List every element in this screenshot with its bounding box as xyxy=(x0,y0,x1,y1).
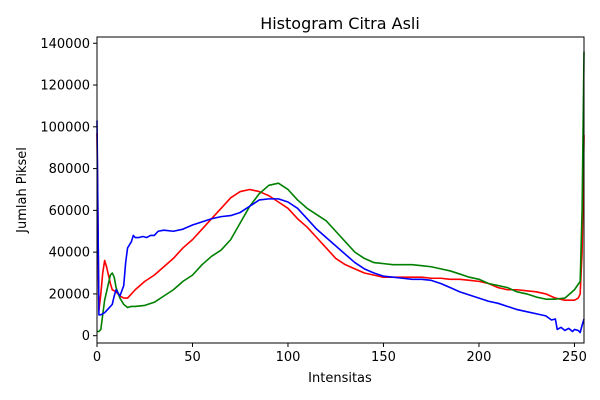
y-tick-label: 40000 xyxy=(49,246,90,261)
series-line-3 xyxy=(96,120,585,334)
x-axis-label: Intensitas xyxy=(308,371,372,386)
x-tick-label: 150 xyxy=(371,350,396,365)
plot-background xyxy=(97,37,584,343)
y-tick-label: 0 xyxy=(82,329,90,344)
y-tick-label: 80000 xyxy=(49,162,90,177)
y-tick-label: 100000 xyxy=(40,120,90,135)
plot-frame xyxy=(96,36,585,344)
x-tick-label: 200 xyxy=(467,350,492,365)
x-tick-label: 50 xyxy=(184,350,201,365)
chart-title: Histogram Citra Asli xyxy=(260,14,420,33)
y-tick-label: 60000 xyxy=(49,204,90,219)
series-group xyxy=(96,51,585,334)
y-tick-label: 140000 xyxy=(40,37,90,52)
y-tick-label: 120000 xyxy=(40,79,90,94)
axes-group: 0 50 100 150 200 250 0 20000 40000 60000 80000 1000… xyxy=(40,36,587,365)
x-tick-label: 0 xyxy=(93,350,101,365)
x-tick-label: 250 xyxy=(562,350,587,365)
y-axis-label: Jumlah Piksel xyxy=(15,147,30,234)
plot-area xyxy=(97,37,584,343)
x-tick-label: 100 xyxy=(276,350,301,365)
y-tick-label: 20000 xyxy=(49,287,90,302)
